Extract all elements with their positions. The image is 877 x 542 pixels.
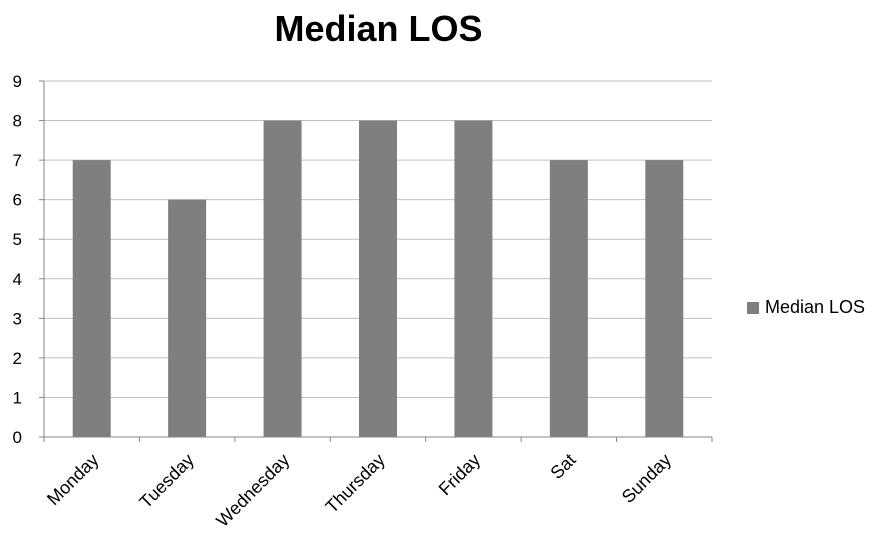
y-tick-label: 7 bbox=[13, 151, 22, 170]
y-tick-label: 2 bbox=[13, 349, 22, 368]
y-tick-label: 9 bbox=[13, 72, 22, 91]
y-tick-label: 6 bbox=[13, 191, 22, 210]
chart-title: Median LOS bbox=[274, 8, 483, 49]
y-tick-label: 3 bbox=[13, 309, 22, 328]
x-category-label: Thursday bbox=[322, 450, 389, 517]
bar bbox=[72, 160, 111, 437]
x-category-label: Monday bbox=[43, 450, 102, 509]
bar bbox=[645, 160, 684, 437]
y-tick-label: 5 bbox=[13, 230, 22, 249]
y-tick-label: 0 bbox=[13, 428, 22, 447]
y-tick-label: 4 bbox=[13, 270, 22, 289]
bar bbox=[359, 120, 397, 438]
bar bbox=[549, 160, 588, 437]
y-tick-label: 1 bbox=[13, 388, 22, 407]
bars bbox=[72, 120, 684, 438]
axes bbox=[39, 80, 713, 442]
x-category-label: Friday bbox=[435, 450, 485, 500]
legend-swatch bbox=[747, 301, 759, 314]
y-tick-label: 8 bbox=[13, 112, 22, 131]
x-category-label: Sat bbox=[546, 450, 579, 483]
x-category-label: Tuesday bbox=[135, 450, 197, 512]
bar bbox=[168, 199, 207, 437]
legend-label: Median LOS bbox=[765, 297, 866, 317]
x-category-label: Sunday bbox=[618, 450, 675, 507]
legend: Median LOS bbox=[747, 297, 865, 318]
bar bbox=[263, 120, 302, 438]
x-category-label: Wednesday bbox=[212, 450, 293, 531]
bar bbox=[454, 120, 493, 438]
